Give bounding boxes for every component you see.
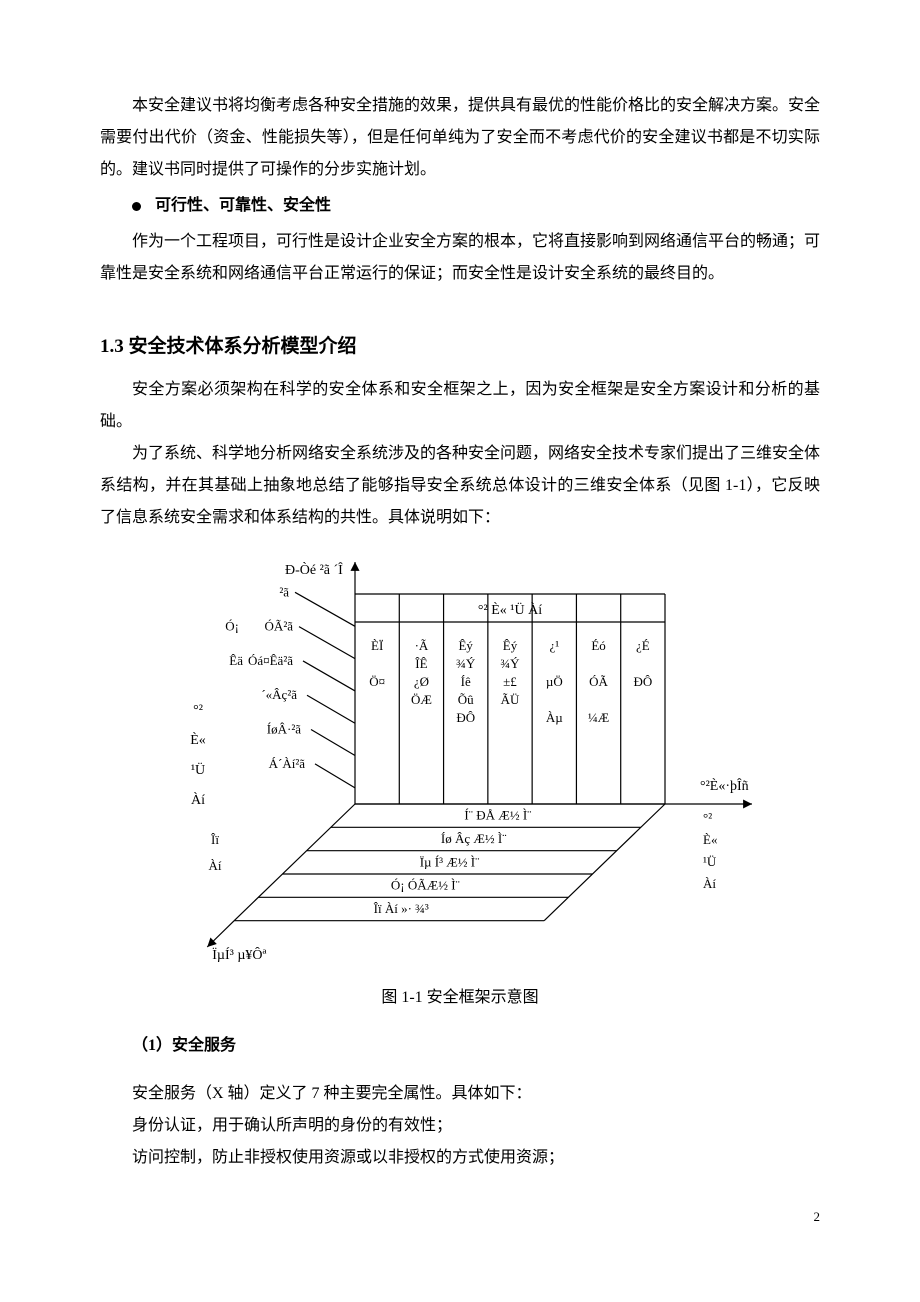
svg-text:±£: ±£ <box>503 674 517 689</box>
svg-text:Àµ: Àµ <box>546 710 563 725</box>
paragraph-intro-1: 本安全建议书将均衡考虑各种安全措施的效果，提供具有最优的性能价格比的安全解决方案… <box>100 90 820 186</box>
svg-text:ÍøÂ·²ã: ÍøÂ·²ã <box>267 722 301 737</box>
svg-text:Îï Àí »· ¾³: Îï Àí »· ¾³ <box>374 901 429 916</box>
svg-text:°² È« ¹Ü Àí: °² È« ¹Ü Àí <box>478 601 542 618</box>
svg-text:Í¨ ÐÅ Æ½ Ì¨: Í¨ ÐÅ Æ½ Ì¨ <box>464 808 531 823</box>
paragraph-service-2: 身份认证，用于确认所声明的身份的有效性； <box>100 1110 820 1142</box>
figure-caption: 图 1-1 安全框架示意图 <box>100 982 820 1014</box>
section-heading-1-3: 1.3 安全技术体系分析模型介绍 <box>100 328 820 366</box>
bullet-item-feasibility: 可行性、可靠性、安全性 <box>132 190 820 222</box>
svg-text:Àí: Àí <box>209 858 222 873</box>
svg-text:Êý: Êý <box>503 638 518 653</box>
svg-text:¿É: ¿É <box>636 638 650 653</box>
svg-text:Àí: Àí <box>191 791 205 808</box>
subheading-security-service: （1）安全服务 <box>100 1030 820 1062</box>
svg-text:Ö¤: Ö¤ <box>369 674 385 689</box>
svg-text:Ó¡: Ó¡ <box>225 619 239 634</box>
svg-text:ÓÃ: ÓÃ <box>589 674 608 689</box>
paragraph-framework-2: 为了系统、科学地分析网络安全系统涉及的各种安全问题，网络安全技术专家们提出了三维… <box>100 438 820 534</box>
svg-text:Ïµ Í³ Æ½ Ì¨: Ïµ Í³ Æ½ Ì¨ <box>420 854 480 869</box>
svg-text:Ó¡ ÓÃÆ½ Ì¨: Ó¡ ÓÃÆ½ Ì¨ <box>391 878 460 893</box>
svg-text:Êä: Êä <box>229 653 243 668</box>
svg-text:¿¹: ¿¹ <box>549 638 559 653</box>
svg-text:ÈÏ: ÈÏ <box>371 638 383 653</box>
paragraph-service-1: 安全服务（X 轴）定义了 7 种主要完全属性。具体如下： <box>100 1078 820 1110</box>
svg-text:Îï: Îï <box>211 832 219 847</box>
svg-text:ÐÔ: ÐÔ <box>456 710 475 725</box>
svg-text:ÏµÍ³ µ¥Ôª: ÏµÍ³ µ¥Ôª <box>212 946 266 963</box>
svg-text:ÐÔ: ÐÔ <box>633 674 652 689</box>
svg-text:¾Ý: ¾Ý <box>500 656 520 671</box>
paragraph-service-3: 访问控制，防止非授权使用资源或以非授权的方式使用资源； <box>100 1142 820 1174</box>
svg-text:Éó: Éó <box>591 638 605 653</box>
paragraph-framework-1: 安全方案必须架构在科学的安全体系和安全框架之上，因为安全框架是安全方案设计和分析… <box>100 374 820 438</box>
svg-text:°²È«·þÎñ: °²È«·þÎñ <box>700 777 749 794</box>
bullet-label: 可行性、可靠性、安全性 <box>155 190 331 222</box>
svg-text:¾Ý: ¾Ý <box>456 656 476 671</box>
paragraph-feasibility: 作为一个工程项目，可行性是设计企业安全方案的根本，它将直接影响到网络通信平台的畅… <box>100 226 820 290</box>
svg-text:È«: È« <box>703 832 717 847</box>
svg-text:¼Æ: ¼Æ <box>588 710 609 725</box>
svg-text:Õû: Õû <box>458 692 474 707</box>
svg-text:¹Ü: ¹Ü <box>703 854 717 869</box>
svg-text:¿Ø: ¿Ø <box>414 674 429 689</box>
svg-text:ÃÜ: ÃÜ <box>501 692 520 707</box>
svg-text:¹Ü: ¹Ü <box>191 761 205 778</box>
svg-text:Àí: Àí <box>703 876 716 891</box>
svg-text:°²: °² <box>193 703 203 718</box>
svg-text:È«: È« <box>190 731 206 748</box>
svg-text:Óá¤Êä²ã: Óá¤Êä²ã <box>248 653 293 668</box>
svg-text:Íê: Íê <box>461 674 471 689</box>
svg-text:µÖ: µÖ <box>546 674 563 689</box>
svg-text:·Ã: ·Ã <box>415 638 429 653</box>
svg-text:°²: °² <box>703 810 712 825</box>
security-framework-diagram: °² È« ¹Ü Àí ÈÏ Ö¤ ·Ã ÎÊ ¿Ø ÖÆ Êý ¾Ý Íê Õû ÐÔ Êý ¾Ý ±£ Ã… <box>140 544 780 964</box>
svg-text:ÖÆ: ÖÆ <box>411 692 432 707</box>
svg-text:ÓÃ²ã: ÓÃ²ã <box>265 619 294 634</box>
figure-1-1: °² È« ¹Ü Àí ÈÏ Ö¤ ·Ã ÎÊ ¿Ø ÖÆ Êý ¾Ý Íê Õû ÐÔ Êý ¾Ý ±£ Ã… <box>100 544 820 976</box>
svg-text:Íø Âç Æ½ Ì¨: Íø Âç Æ½ Ì¨ <box>441 831 507 846</box>
svg-text:Á´Àí²ã: Á´Àí²ã <box>269 756 306 771</box>
page-number: 2 <box>100 1204 820 1230</box>
bullet-dot-icon <box>132 202 141 211</box>
svg-text:Ð-Òé ²ã ´Î: Ð-Òé ²ã ´Î <box>285 561 343 578</box>
svg-text:´«Âç²ã: ´«Âç²ã <box>261 687 297 702</box>
svg-text:ÎÊ: ÎÊ <box>415 656 427 671</box>
document-page: 本安全建议书将均衡考虑各种安全措施的效果，提供具有最优的性能价格比的安全解决方案… <box>0 0 920 1270</box>
svg-text:Êý: Êý <box>458 638 473 653</box>
svg-text:²ã: ²ã <box>279 584 289 599</box>
